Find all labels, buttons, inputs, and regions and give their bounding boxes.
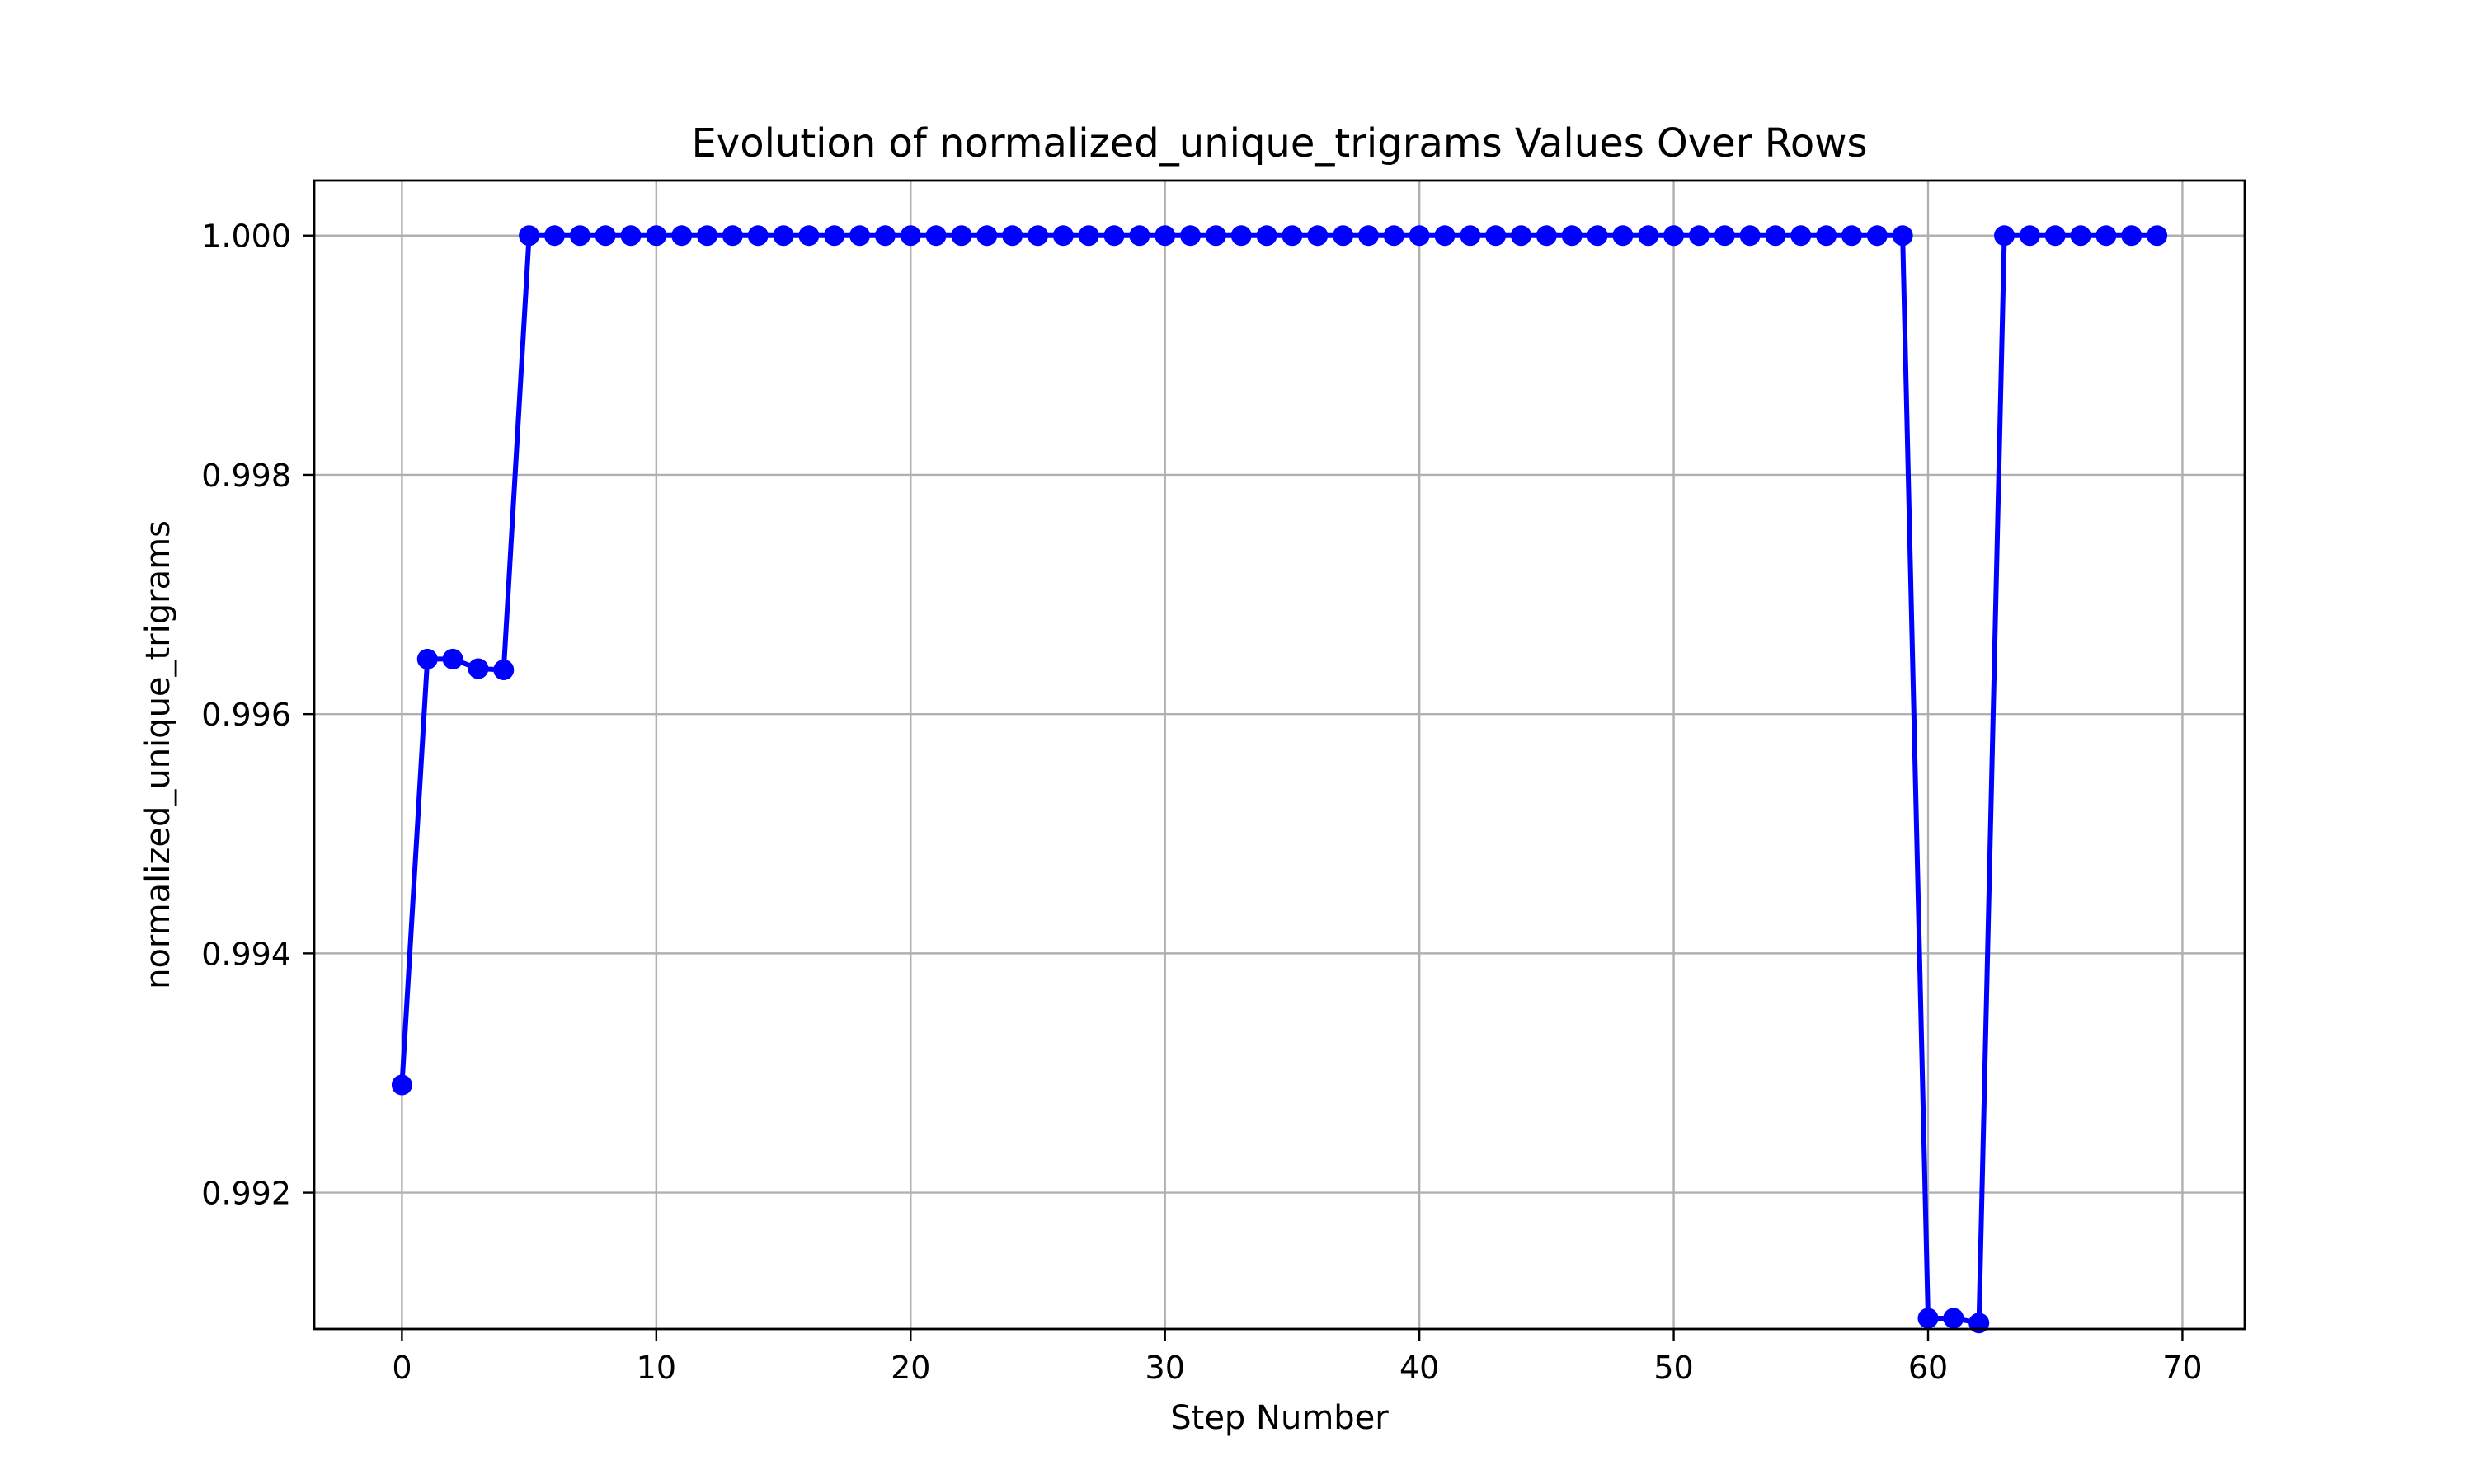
data-point [824,225,845,247]
data-point [2070,225,2091,247]
data-point [1129,225,1150,247]
series-line [399,232,2157,1326]
data-points [391,225,2168,1334]
data-point [1511,225,1532,247]
data-point [1587,225,1608,247]
data-point [1256,225,1277,247]
data-point [1994,225,2015,247]
x-tick-label: 60 [1908,1350,1948,1386]
data-point [1638,225,1659,247]
x-axis-label: Step Number [1170,1399,1389,1437]
data-point [543,225,565,247]
x-axis-ticks: 0 10 20 30 40 50 60 70 [392,1329,2203,1386]
data-point [1917,1308,1939,1329]
data-point [1155,225,1176,247]
data-point [697,225,718,247]
data-point [874,225,896,247]
data-point [1307,225,1329,247]
data-point [1180,225,1202,247]
data-point [2095,225,2117,247]
data-point [2019,225,2040,247]
data-point [773,225,794,247]
x-tick-label: 40 [1399,1350,1439,1386]
data-point [391,1074,412,1096]
y-tick-label: 1.000 [201,218,291,255]
data-point [849,225,871,247]
data-point [1739,225,1761,247]
data-point [1282,225,1303,247]
data-point [1536,225,1557,247]
data-point [1663,225,1685,247]
data-point [620,225,642,247]
chart-title: Evolution of normalized_unique_trigrams … [691,120,1867,167]
data-point [1052,225,1074,247]
x-tick-label: 0 [392,1350,412,1386]
data-point [1968,1313,1990,1334]
data-point [1688,225,1710,247]
data-point [1357,225,1379,247]
data-point [1103,225,1125,247]
data-point [1790,225,1812,247]
data-point [1027,225,1048,247]
data-point [1230,225,1252,247]
data-point [1434,225,1456,247]
x-tick-label: 70 [2162,1350,2202,1386]
data-point [2147,225,2168,247]
series-line-layer [399,232,2157,1326]
data-point [569,225,590,247]
data-point [1866,225,1888,247]
data-point [442,648,463,669]
data-point [646,225,667,247]
data-point [798,225,820,247]
data-point [1943,1308,1964,1329]
data-point [900,225,921,247]
data-point [1892,225,1913,247]
data-point [1460,225,1481,247]
data-point [1612,225,1634,247]
data-point [1714,225,1735,247]
data-point [747,225,769,247]
data-point [1816,225,1837,247]
data-point [1409,225,1430,247]
y-tick-label: 0.996 [201,697,291,733]
plot-frame [313,179,2246,1331]
data-point [1205,225,1226,247]
x-tick-label: 50 [1653,1350,1693,1386]
data-point [1078,225,1099,247]
data-point [1002,225,1023,247]
y-tick-label: 0.992 [201,1176,291,1212]
x-tick-label: 20 [891,1350,930,1386]
data-point [493,659,515,680]
data-point [1383,225,1404,247]
data-point [925,225,947,247]
y-tick-label: 0.994 [201,936,291,972]
data-point [1765,225,1786,247]
data-point [468,658,489,679]
x-tick-label: 30 [1145,1350,1185,1386]
data-point [951,225,972,247]
data-point [416,648,438,669]
data-point [722,225,743,247]
y-axis-ticks: 0.992 0.994 0.996 0.998 1.000 [201,218,314,1212]
data-point [2044,225,2066,247]
y-axis-label: normalized_unique_trigrams [139,520,177,989]
x-tick-label: 10 [637,1350,676,1386]
data-point [1841,225,1862,247]
data-point [1485,225,1507,247]
data-point [976,225,998,247]
data-point [2121,225,2142,247]
data-point [1561,225,1583,247]
data-point [1333,225,1354,247]
data-point [595,225,616,247]
data-point [519,225,540,247]
data-point [671,225,693,247]
y-tick-label: 0.998 [201,458,291,494]
